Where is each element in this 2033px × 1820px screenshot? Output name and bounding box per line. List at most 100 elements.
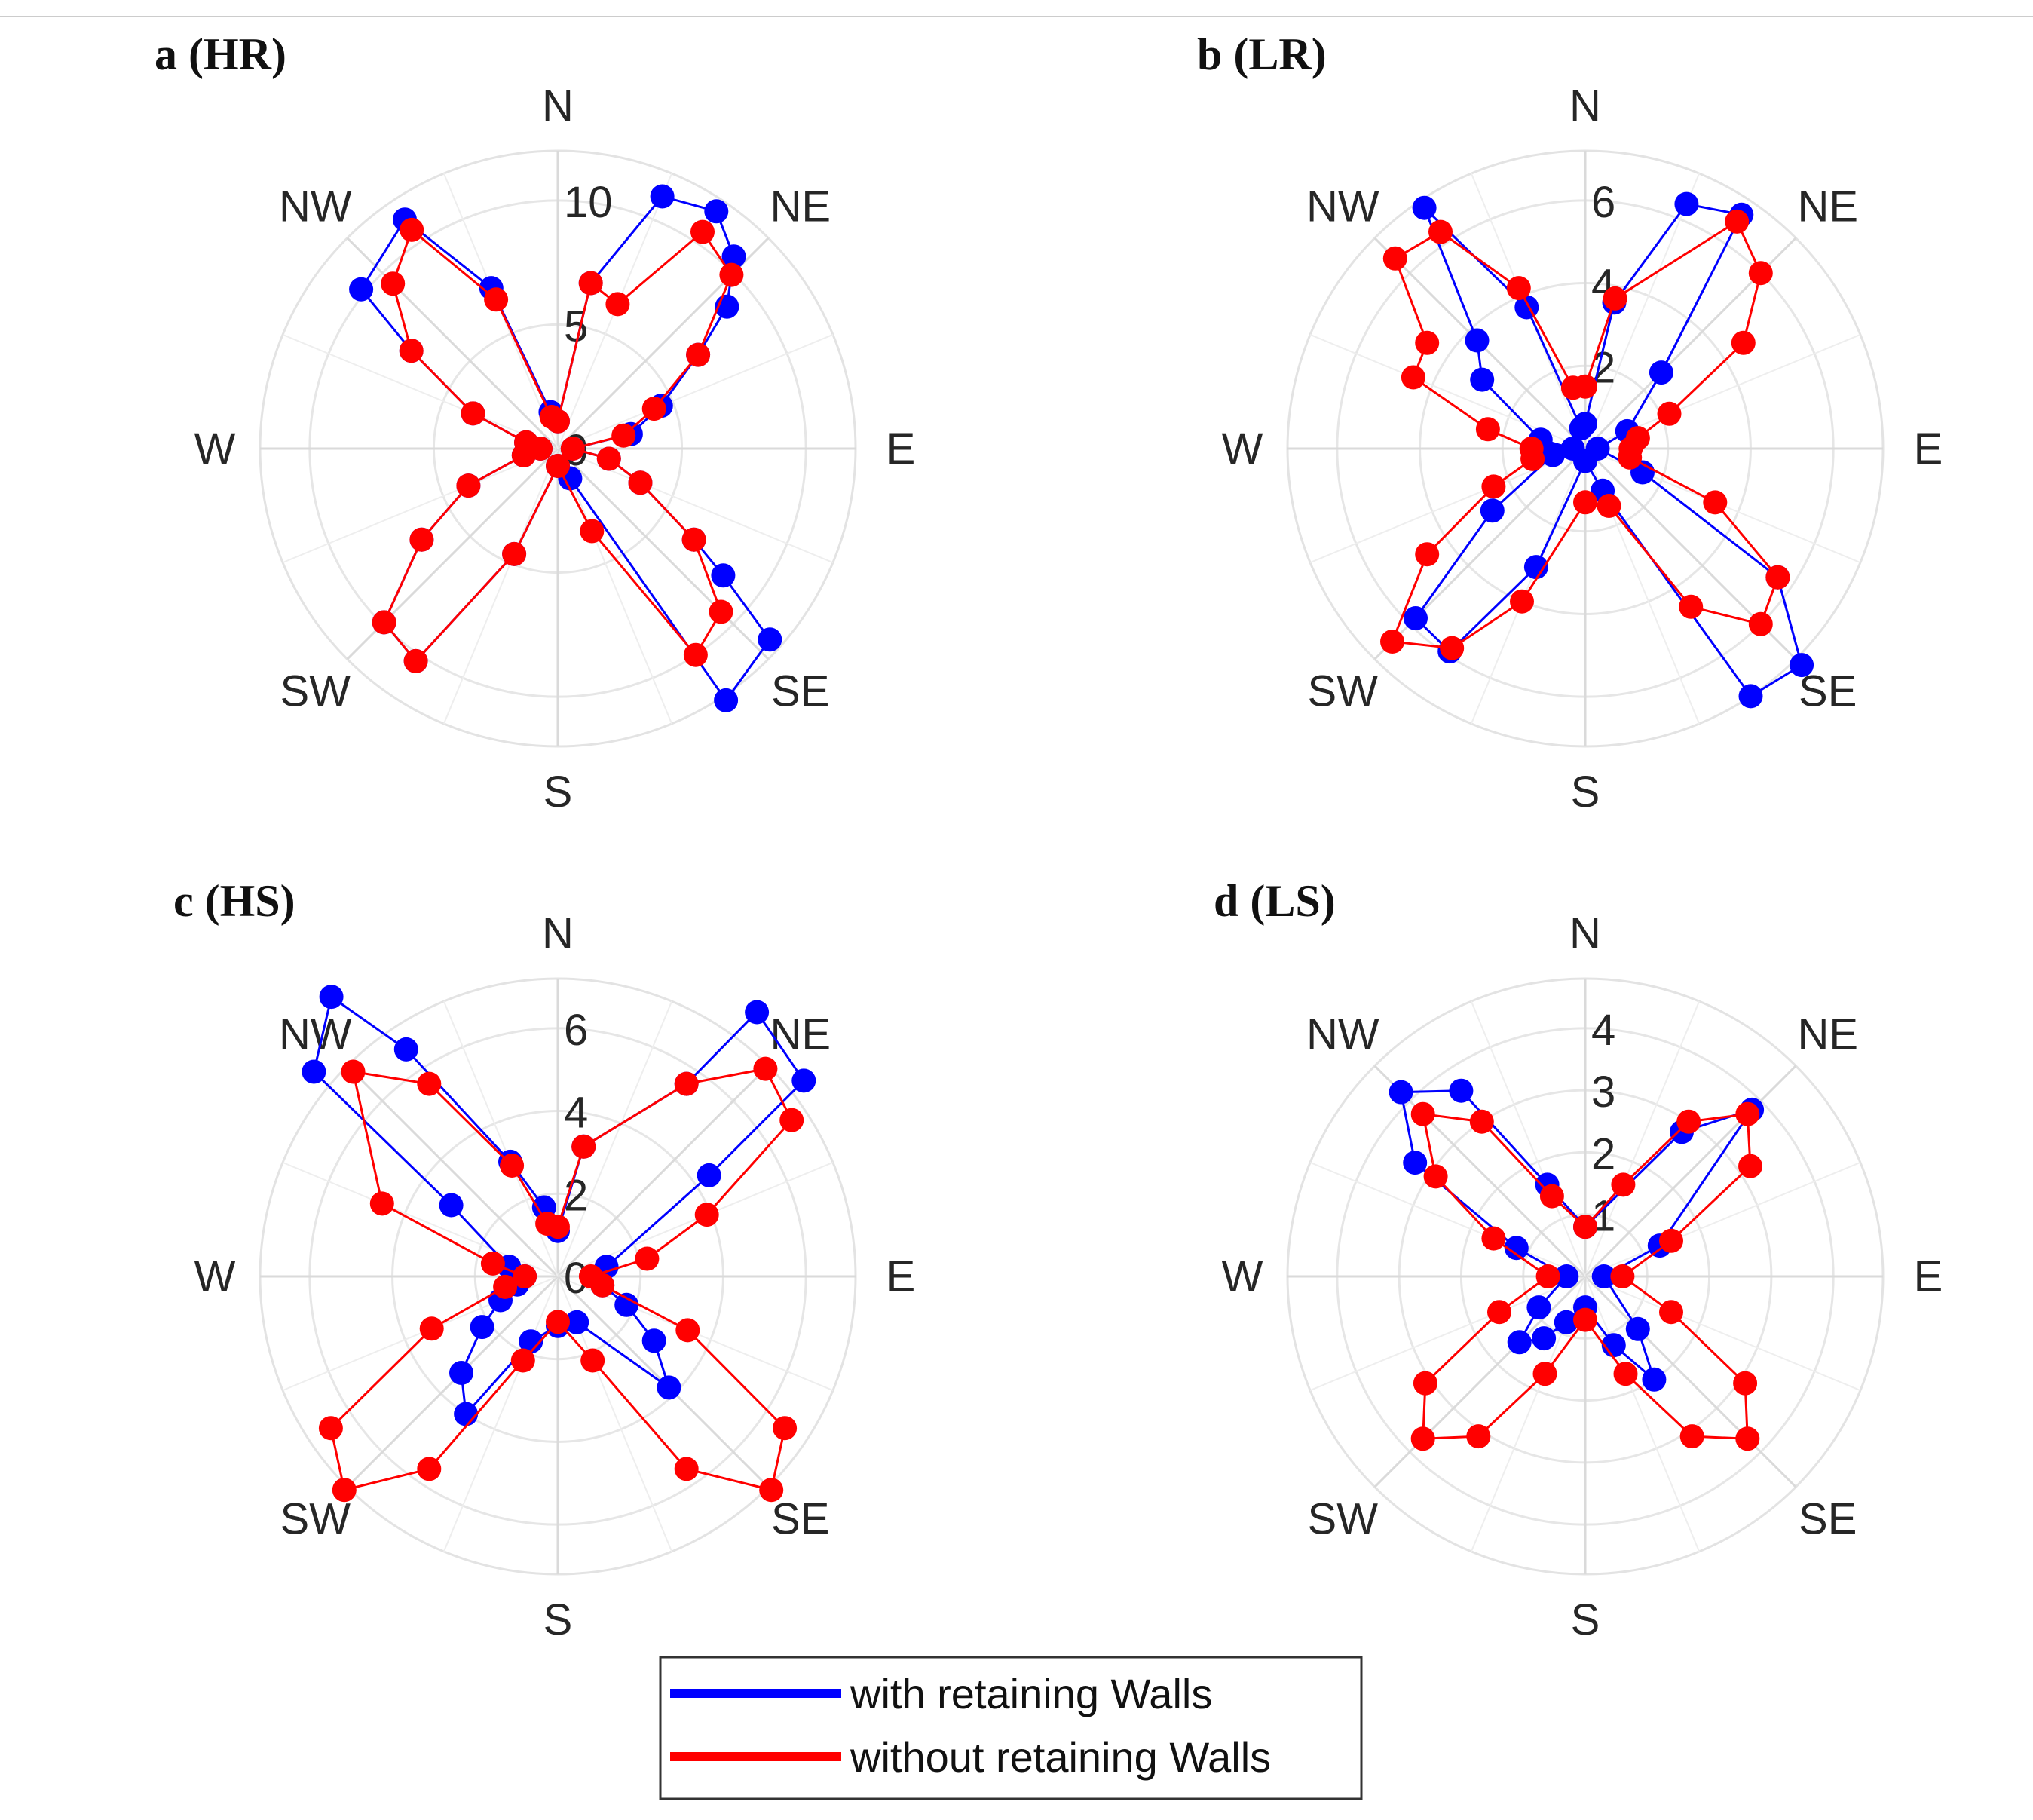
data-point (1659, 1300, 1683, 1325)
grid-spoke (282, 448, 559, 564)
direction-label-e: E (1914, 424, 1943, 473)
data-point (513, 1264, 537, 1288)
direction-label-s: S (1571, 1595, 1600, 1644)
data-point (439, 1193, 464, 1218)
data-point (1649, 360, 1673, 385)
data-point (1410, 1426, 1435, 1451)
data-point (1573, 1215, 1597, 1239)
data-point (674, 1457, 699, 1481)
grid-spoke (557, 333, 834, 449)
direction-label-sw: SW (1308, 1495, 1379, 1544)
legend-box (659, 1656, 1363, 1800)
data-point (759, 1478, 784, 1503)
data-point (614, 1292, 639, 1317)
data-point (674, 1071, 699, 1096)
data-point (1765, 565, 1790, 590)
data-point (1738, 684, 1763, 709)
direction-label-nw: NW (279, 182, 352, 231)
data-point (519, 1329, 543, 1354)
data-point (697, 1163, 721, 1187)
data-point (1535, 1264, 1560, 1288)
grid-spoke (557, 1000, 673, 1277)
data-point (1449, 1078, 1474, 1103)
data-point (1659, 1228, 1683, 1253)
grid-spoke (1584, 1161, 1861, 1277)
direction-label-s: S (543, 768, 573, 817)
data-point (484, 287, 509, 312)
data-point (1510, 589, 1534, 614)
data-point (1504, 1236, 1529, 1261)
data-point (1603, 286, 1627, 311)
direction-label-se: SE (1799, 1495, 1857, 1544)
data-point (500, 1154, 525, 1178)
data-point (1591, 1264, 1616, 1288)
direction-label-ne: NE (770, 182, 831, 231)
data-point (1610, 1264, 1635, 1288)
data-point (1733, 1371, 1758, 1396)
grid-spoke (1584, 1000, 1701, 1277)
data-point (1735, 1101, 1760, 1126)
data-point (745, 1000, 770, 1025)
legend-label-with-walls: with retaining Walls (850, 1670, 1212, 1717)
data-point (1554, 1310, 1578, 1334)
data-point (628, 470, 653, 495)
grid-spoke (442, 1276, 559, 1552)
data-point (1790, 653, 1814, 678)
data-point (1735, 1426, 1760, 1451)
direction-label-se: SE (771, 667, 829, 716)
data-point (1597, 494, 1621, 518)
data-point (1382, 246, 1407, 271)
ring-tick-label: 6 (564, 1006, 588, 1055)
direction-label-w: W (1222, 1252, 1263, 1301)
direction-label-nw: NW (1306, 1010, 1379, 1059)
data-point (1440, 636, 1465, 660)
grid-spoke (1584, 1276, 1861, 1392)
data-point (590, 1273, 615, 1298)
data-point (635, 1246, 660, 1271)
data-point (449, 1361, 473, 1385)
data-point (1465, 328, 1490, 353)
data-point (470, 1315, 494, 1340)
direction-label-n: N (1569, 909, 1601, 958)
data-point (1679, 594, 1704, 619)
grid-spoke (1584, 1275, 1797, 1488)
panel-title: c (HS) (173, 876, 295, 926)
data-point (456, 473, 481, 498)
data-point (1413, 1371, 1437, 1396)
data-point (758, 627, 782, 652)
grid-spoke (1584, 1065, 1797, 1278)
data-point (1725, 209, 1750, 234)
data-point (369, 1191, 394, 1216)
data-point (1415, 330, 1440, 355)
data-point (1403, 1151, 1428, 1175)
data-point (1470, 367, 1495, 392)
data-point (409, 527, 434, 552)
data-point (341, 1059, 366, 1084)
data-point (1748, 611, 1773, 636)
panel-title: d (LS) (1214, 876, 1336, 926)
data-point (319, 985, 344, 1010)
data-point (381, 271, 406, 296)
data-point (514, 430, 538, 455)
direction-label-e: E (886, 424, 916, 473)
direction-label-sw: SW (280, 667, 351, 716)
data-point (454, 1402, 479, 1426)
data-point (580, 1348, 605, 1373)
direction-label-se: SE (771, 1495, 829, 1544)
direction-label-sw: SW (280, 1495, 351, 1544)
data-point (596, 446, 621, 471)
data-point (578, 271, 603, 296)
data-point (1481, 474, 1506, 499)
data-point (711, 563, 736, 588)
data-point (1526, 1295, 1551, 1320)
data-point (372, 610, 396, 635)
data-point (1676, 1109, 1701, 1134)
data-point (1679, 1424, 1704, 1449)
data-point (565, 1310, 589, 1334)
data-point (611, 423, 636, 448)
data-point (686, 342, 711, 367)
grid-spoke (1470, 448, 1586, 725)
grid-spoke (1373, 1065, 1587, 1278)
